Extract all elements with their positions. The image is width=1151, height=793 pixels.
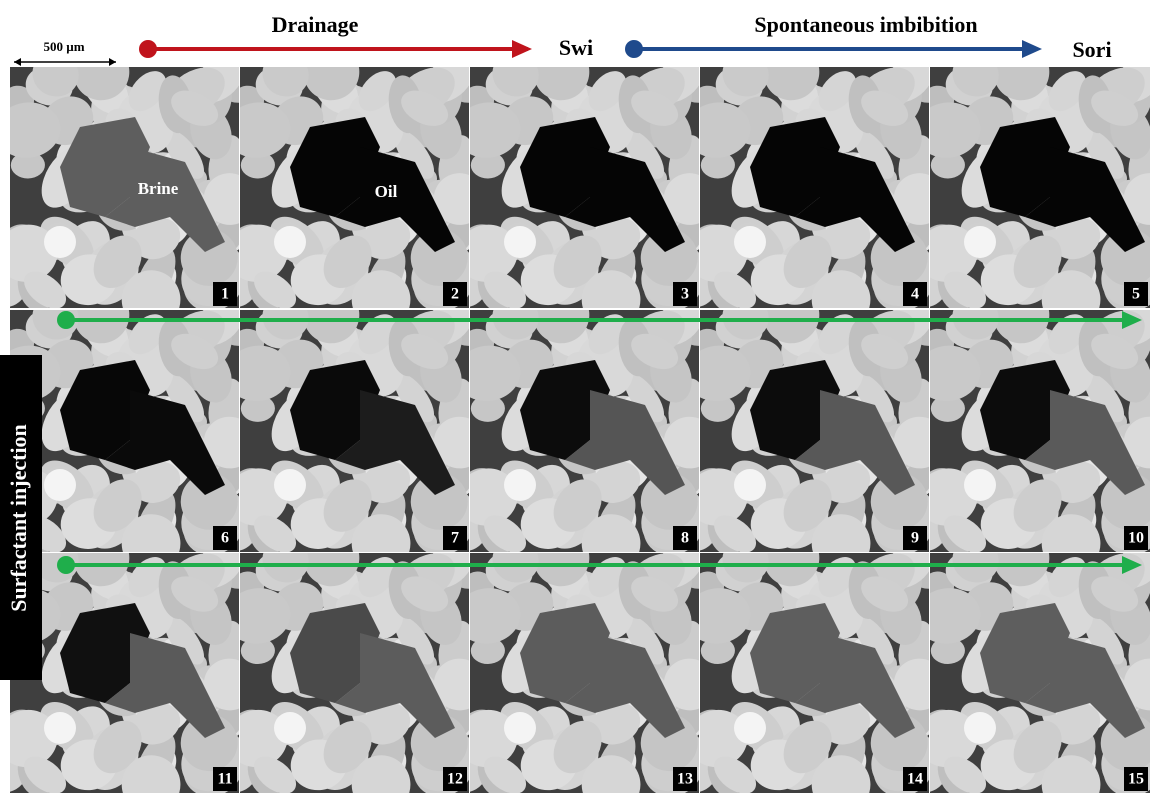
scale-label: 500 µm [43,39,84,54]
bright-grain [734,712,766,744]
bright-grain [274,469,306,501]
arrow-start [57,311,75,329]
bright-grain [734,226,766,258]
panel-grid: 123456789101112131415 [0,34,1151,793]
panel-number: 9 [911,530,919,547]
bright-grain [44,469,76,501]
ct-panel: 13 [445,520,727,793]
ct-panel: 14 [675,520,957,793]
panel-number: 6 [221,530,229,547]
ct-panel: 9 [675,277,957,585]
bright-grain [734,469,766,501]
bright-grain [44,226,76,258]
ct-panel: 2 [215,34,497,341]
bright-grain [44,712,76,744]
ct-panel: 5 [905,34,1151,341]
ct-panel: 8 [445,277,727,585]
ct-panel: 10 [905,277,1151,585]
page: 123456789101112131415 500 µm Drainage Sw… [0,0,1151,793]
side-label: Surfactant injection [6,424,31,612]
panel-number: 8 [681,530,689,547]
panel-number: 1 [221,286,229,303]
panel-number: 14 [907,771,923,788]
bright-grain [504,226,536,258]
arrow-start [625,40,643,58]
drainage-title: Drainage [272,12,359,37]
arrow-head [512,40,532,58]
panel-number: 3 [681,286,689,303]
panel-number: 15 [1128,771,1144,788]
figure: 123456789101112131415 500 µm Drainage Sw… [0,0,1151,793]
bright-grain [964,226,996,258]
panel-number: 11 [217,771,232,788]
sori-label: Sori [1072,37,1111,62]
ct-panel: 4 [675,34,957,341]
arrow-head [1022,40,1042,58]
ct-panel: 15 [905,520,1151,793]
panel-number: 2 [451,286,459,303]
bright-grain [964,469,996,501]
bright-grain [504,712,536,744]
ct-panel: 3 [445,34,727,341]
bright-grain [274,712,306,744]
ct-panel: 12 [215,520,497,793]
ct-panel: 1 [0,34,267,341]
bright-grain [964,712,996,744]
brine-label: Brine [138,179,179,198]
imbibition-title: Spontaneous imbibition [754,12,977,37]
panel-number: 10 [1128,530,1144,547]
bright-grain [274,226,306,258]
panel-number: 5 [1132,286,1140,303]
panel-number: 12 [447,771,463,788]
bright-grain [504,469,536,501]
arrow-start [57,556,75,574]
panel-number: 4 [911,286,919,303]
arrow-start [139,40,157,58]
oil-label: Oil [375,182,398,201]
panel-number: 13 [677,771,693,788]
ct-panel: 7 [215,277,497,585]
swi-label: Swi [559,35,593,60]
panel-number: 7 [451,530,459,547]
